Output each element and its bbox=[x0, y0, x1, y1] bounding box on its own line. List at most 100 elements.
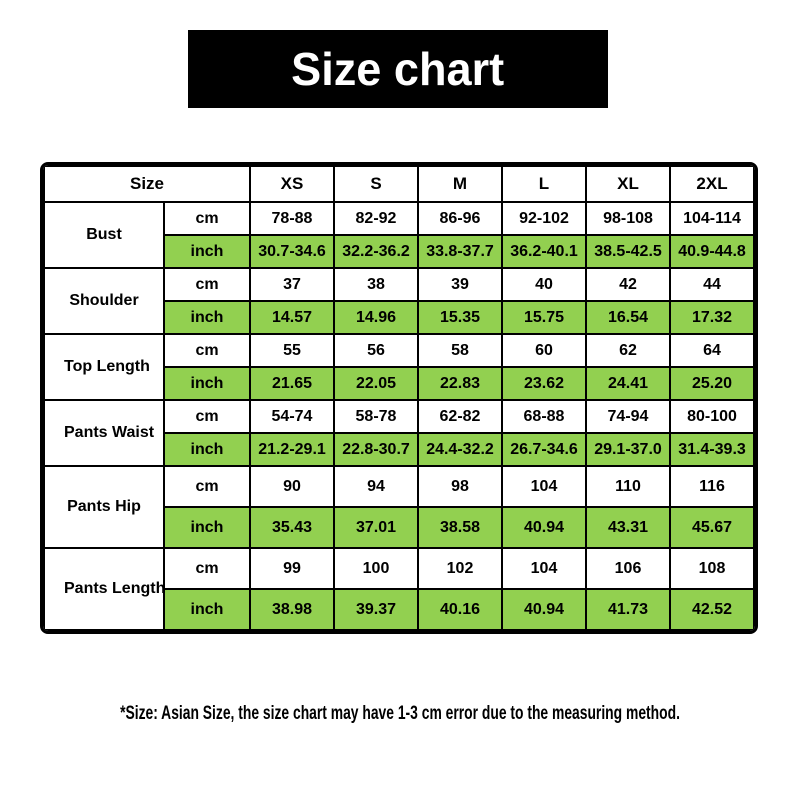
value-cell: 38.58 bbox=[417, 506, 503, 549]
value-cell: 17.32 bbox=[669, 300, 755, 335]
value-cell: 90 bbox=[249, 465, 335, 508]
unit-cell-cm: cm bbox=[163, 333, 251, 368]
row-label: Pants Length bbox=[64, 580, 164, 598]
value-cell: 38 bbox=[333, 267, 419, 302]
value-cell: 64 bbox=[669, 333, 755, 368]
value-cell: 60 bbox=[501, 333, 587, 368]
value-cell: 30.7-34.6 bbox=[249, 234, 335, 269]
value-cell: 42.52 bbox=[669, 588, 755, 631]
table-row: Bust cm 78-88 82-92 86-96 92-102 98-108 … bbox=[43, 201, 755, 269]
value-cell: 40.94 bbox=[501, 588, 587, 631]
header-size-l: L bbox=[501, 165, 587, 203]
value-cell: 98-108 bbox=[585, 201, 671, 236]
table-row: inch 38.98 39.37 40.16 40.94 41.73 42.52 bbox=[44, 588, 755, 631]
value-cell: 37 bbox=[249, 267, 335, 302]
table-row: inch 14.57 14.96 15.35 15.75 16.54 17.32 bbox=[44, 300, 755, 335]
table-row: inch 21.65 22.05 22.83 23.62 24.41 25.20 bbox=[44, 366, 755, 401]
table-row: Top Length cm 55 56 58 60 62 64 bbox=[43, 333, 755, 401]
unit-cell-inch: inch bbox=[163, 300, 251, 335]
table-row: inch 30.7-34.6 32.2-36.2 33.8-37.7 36.2-… bbox=[44, 234, 755, 269]
unit-cell-inch: inch bbox=[163, 588, 251, 631]
unit-cell-cm: cm bbox=[163, 465, 251, 508]
banner: Size chart bbox=[188, 30, 608, 108]
value-cell: 58-78 bbox=[333, 399, 419, 434]
value-cell: 29.1-37.0 bbox=[585, 432, 671, 467]
value-cell: 38.5-42.5 bbox=[585, 234, 671, 269]
value-cell: 22.83 bbox=[417, 366, 503, 401]
size-disclaimer-note: *Size: Asian Size, the size chart may ha… bbox=[120, 703, 680, 724]
value-cell: 108 bbox=[669, 547, 755, 590]
row-label-top-length: Top Length bbox=[43, 333, 165, 401]
row-label: Top Length bbox=[64, 358, 150, 376]
value-cell: 33.8-37.7 bbox=[417, 234, 503, 269]
row-label: Bust bbox=[86, 226, 122, 244]
value-cell: 31.4-39.3 bbox=[669, 432, 755, 467]
table-row: Shoulder cm 37 38 39 40 42 44 bbox=[43, 267, 755, 335]
value-cell: 82-92 bbox=[333, 201, 419, 236]
row-label-pants-length: Pants Length bbox=[43, 547, 165, 631]
header-size-s: S bbox=[333, 165, 419, 203]
value-cell: 35.43 bbox=[249, 506, 335, 549]
value-cell: 44 bbox=[669, 267, 755, 302]
value-cell: 14.96 bbox=[333, 300, 419, 335]
value-cell: 14.57 bbox=[249, 300, 335, 335]
unit-cell-cm: cm bbox=[163, 547, 251, 590]
header-size-2xl: 2XL bbox=[669, 165, 755, 203]
value-cell: 55 bbox=[249, 333, 335, 368]
value-cell: 86-96 bbox=[417, 201, 503, 236]
value-cell: 56 bbox=[333, 333, 419, 368]
value-cell: 26.7-34.6 bbox=[501, 432, 587, 467]
value-cell: 80-100 bbox=[669, 399, 755, 434]
header-size-m: M bbox=[417, 165, 503, 203]
row-label-bust: Bust bbox=[43, 201, 165, 269]
row-label-shoulder: Shoulder bbox=[43, 267, 165, 335]
value-cell: 41.73 bbox=[585, 588, 671, 631]
unit-cell-inch: inch bbox=[163, 234, 251, 269]
value-cell: 116 bbox=[669, 465, 755, 508]
value-cell: 24.4-32.2 bbox=[417, 432, 503, 467]
value-cell: 68-88 bbox=[501, 399, 587, 434]
unit-cell-inch: inch bbox=[163, 506, 251, 549]
value-cell: 39.37 bbox=[333, 588, 419, 631]
table-row: Pants Hip cm 90 94 98 104 110 116 bbox=[43, 465, 755, 549]
size-table-grid: Size XS S M L XL 2XL Bust cm 78-88 82-92… bbox=[43, 165, 755, 631]
value-cell: 58 bbox=[417, 333, 503, 368]
value-cell: 78-88 bbox=[249, 201, 335, 236]
unit-cell-inch: inch bbox=[163, 366, 251, 401]
value-cell: 40 bbox=[501, 267, 587, 302]
value-cell: 16.54 bbox=[585, 300, 671, 335]
row-label: Shoulder bbox=[69, 292, 139, 310]
value-cell: 15.75 bbox=[501, 300, 587, 335]
value-cell: 40.16 bbox=[417, 588, 503, 631]
value-cell: 21.65 bbox=[249, 366, 335, 401]
header-size-xs: XS bbox=[249, 165, 335, 203]
value-cell: 37.01 bbox=[333, 506, 419, 549]
table-row: inch 35.43 37.01 38.58 40.94 43.31 45.67 bbox=[44, 506, 755, 549]
unit-cell-inch: inch bbox=[163, 432, 251, 467]
value-cell: 62 bbox=[585, 333, 671, 368]
value-cell: 42 bbox=[585, 267, 671, 302]
value-cell: 15.35 bbox=[417, 300, 503, 335]
unit-cell-cm: cm bbox=[163, 201, 251, 236]
table-header-row: Size XS S M L XL 2XL bbox=[43, 165, 755, 203]
table-row: Pants Length cm 99 100 102 104 106 108 bbox=[43, 547, 755, 631]
unit-cell-cm: cm bbox=[163, 399, 251, 434]
value-cell: 74-94 bbox=[585, 399, 671, 434]
row-label: Pants Hip bbox=[67, 498, 141, 516]
value-cell: 40.94 bbox=[501, 506, 587, 549]
value-cell: 104 bbox=[501, 465, 587, 508]
value-cell: 22.05 bbox=[333, 366, 419, 401]
value-cell: 100 bbox=[333, 547, 419, 590]
value-cell: 99 bbox=[249, 547, 335, 590]
value-cell: 45.67 bbox=[669, 506, 755, 549]
value-cell: 102 bbox=[417, 547, 503, 590]
value-cell: 106 bbox=[585, 547, 671, 590]
value-cell: 104 bbox=[501, 547, 587, 590]
value-cell: 23.62 bbox=[501, 366, 587, 401]
value-cell: 25.20 bbox=[669, 366, 755, 401]
unit-cell-cm: cm bbox=[163, 267, 251, 302]
size-table: Size XS S M L XL 2XL Bust cm 78-88 82-92… bbox=[40, 162, 758, 634]
value-cell: 36.2-40.1 bbox=[501, 234, 587, 269]
value-cell: 94 bbox=[333, 465, 419, 508]
row-label: Pants Waist bbox=[64, 424, 155, 442]
